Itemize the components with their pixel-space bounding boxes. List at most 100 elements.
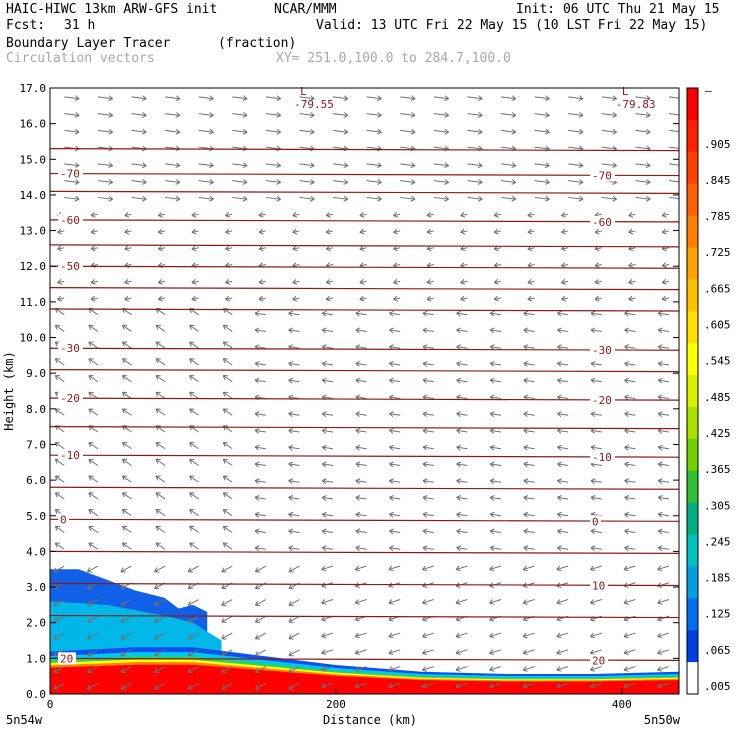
circulation-vector xyxy=(359,228,367,235)
circulation-vector xyxy=(53,632,65,640)
circulation-vector xyxy=(657,361,670,367)
circulation-vector xyxy=(556,599,569,605)
circulation-vector xyxy=(455,632,468,639)
circulation-vector xyxy=(661,278,670,285)
contour-label-right: -60 xyxy=(592,216,612,229)
circulation-vector xyxy=(388,565,401,572)
circulation-vector xyxy=(97,195,114,202)
circulation-vector xyxy=(422,327,434,334)
circulation-vector xyxy=(557,428,569,434)
circulation-vector xyxy=(366,195,382,202)
circulation-vector xyxy=(489,649,502,656)
circulation-vector xyxy=(254,310,266,317)
circulation-vector xyxy=(355,361,367,367)
circulation-vector xyxy=(254,461,266,468)
contour-label-bg xyxy=(590,451,615,464)
circulation-vector xyxy=(354,649,367,656)
circulation-vector xyxy=(121,509,132,517)
circulation-vector xyxy=(389,495,401,501)
circulation-vector xyxy=(388,666,401,672)
circulation-vector xyxy=(561,211,569,218)
circulation-vector xyxy=(292,295,300,302)
circulation-vector xyxy=(568,128,584,135)
circulation-vector xyxy=(124,295,132,302)
y-tick-label: 10.0 xyxy=(20,332,47,345)
circulation-vector xyxy=(635,195,651,202)
circulation-vector xyxy=(354,565,367,572)
contour-label-bg xyxy=(58,342,83,355)
colorbar-swatch xyxy=(687,438,698,472)
colorbar-swatch xyxy=(687,662,698,695)
circulation-vector xyxy=(433,112,450,118)
circulation-vector xyxy=(165,128,181,135)
circulation-vector xyxy=(389,461,401,468)
circulation-vector xyxy=(64,195,80,202)
circulation-vector xyxy=(355,310,367,317)
circulation-vector xyxy=(332,95,349,102)
circulation-vector xyxy=(198,162,214,169)
circulation-vector xyxy=(222,475,233,483)
circulation-vector xyxy=(661,211,670,218)
circulation-vector xyxy=(455,599,468,605)
circulation-vector xyxy=(97,179,114,185)
circulation-vector xyxy=(534,95,550,102)
circulation-vector xyxy=(325,278,334,285)
circulation-vector xyxy=(557,327,569,334)
colorbar-label: .125 xyxy=(704,608,731,621)
circulation-vector xyxy=(88,492,99,500)
circulation-vector xyxy=(601,112,618,118)
circulation-vector xyxy=(657,528,670,535)
circulation-vector xyxy=(288,666,300,674)
circulation-vector xyxy=(222,341,233,349)
circulation-vector xyxy=(493,295,502,302)
circulation-vector xyxy=(589,599,602,605)
circulation-vector xyxy=(561,295,569,302)
circulation-vector xyxy=(265,162,282,169)
circulation-vector xyxy=(354,682,367,689)
x-tick-label: 200 xyxy=(326,698,346,711)
circulation-vector xyxy=(222,525,233,533)
contour-label-right: -20 xyxy=(592,394,612,407)
circulation-vector xyxy=(460,295,468,302)
circulation-vector xyxy=(288,649,300,657)
circulation-vector xyxy=(97,95,114,102)
circulation-vector xyxy=(623,632,636,639)
circulation-vector xyxy=(522,649,535,656)
circulation-vector xyxy=(131,162,147,169)
circulation-vector xyxy=(292,245,300,252)
circulation-vector xyxy=(187,682,199,690)
circulation-vector xyxy=(189,375,199,383)
circulation-vector xyxy=(189,458,199,466)
circulation-vector xyxy=(321,411,334,418)
circulation-vector xyxy=(157,211,166,218)
circulation-vector xyxy=(299,179,315,185)
circulation-vector xyxy=(433,162,450,169)
circulation-vector xyxy=(556,632,569,639)
colorbar-swatch xyxy=(687,215,698,248)
circulation-vector xyxy=(120,632,132,640)
colorbar-label: .005 xyxy=(704,680,731,693)
y-axis-label: Height (km) xyxy=(2,351,16,430)
circulation-vector xyxy=(53,615,65,623)
circulation-vector xyxy=(232,145,248,152)
colorbar-label: .785 xyxy=(704,210,731,223)
circulation-vector xyxy=(222,324,233,332)
temperature-contour xyxy=(50,518,679,522)
circulation-vector xyxy=(355,327,367,334)
circulation-vector xyxy=(288,377,300,384)
circulation-vector xyxy=(489,327,502,334)
circulation-vector xyxy=(254,599,267,607)
contour-label-right: -70 xyxy=(592,170,612,183)
circulation-vector xyxy=(198,195,214,202)
circulation-vector xyxy=(54,442,65,450)
circulation-vector xyxy=(332,145,349,152)
circulation-vector xyxy=(189,542,199,550)
contour-label-bg xyxy=(590,215,615,228)
circulation-vector xyxy=(355,461,367,468)
contour-label-left: -20 xyxy=(60,392,80,405)
circulation-vector xyxy=(332,112,349,118)
circulation-vector xyxy=(288,632,300,640)
circulation-vector xyxy=(590,428,602,434)
circulation-vector xyxy=(393,211,401,218)
circulation-vector xyxy=(288,511,300,518)
